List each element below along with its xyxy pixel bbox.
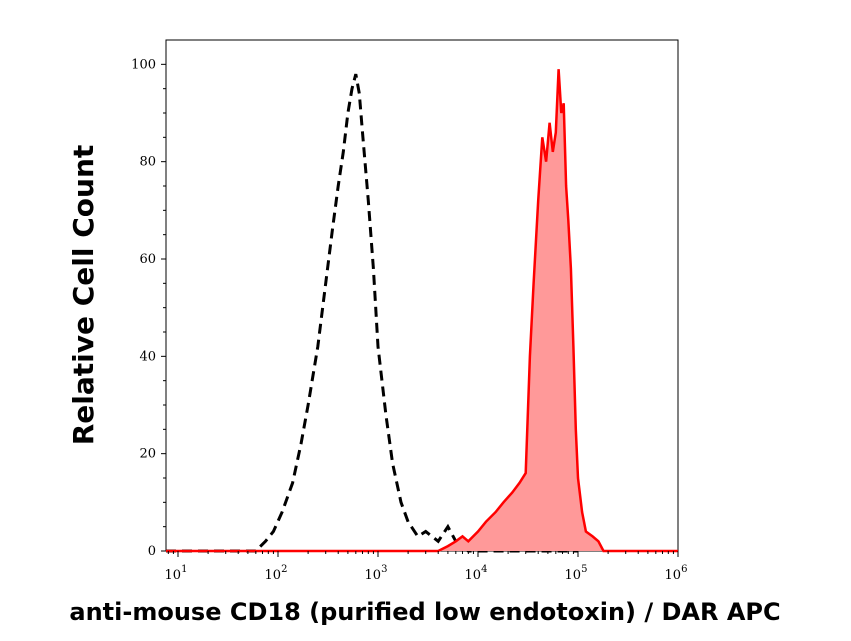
series-1-line <box>166 69 678 553</box>
x-axis: 101 102 103 104 105 106 <box>165 551 688 583</box>
y-tick-label-60: 60 <box>139 252 156 267</box>
x-tick-label-3: 103 <box>365 564 388 583</box>
y-tick-label-80: 80 <box>139 155 156 170</box>
x-tick-label-5: 105 <box>565 564 588 583</box>
x-tick-label-2: 102 <box>265 564 288 583</box>
series-layer <box>166 69 678 553</box>
y-axis-title: Relative Cell Count <box>67 145 100 446</box>
y-tick-label-40: 40 <box>139 349 156 364</box>
series-1-fill <box>166 69 678 551</box>
series-0-line <box>166 73 578 553</box>
x-axis-title: anti-mouse CD18 (purified low endotoxin)… <box>69 598 780 626</box>
x-tick-label-4: 104 <box>465 564 488 583</box>
y-tick-label-0: 0 <box>148 544 156 559</box>
plot-frame <box>165 39 679 552</box>
y-tick-label-20: 20 <box>139 447 156 462</box>
x-tick-label-1: 101 <box>165 564 188 583</box>
x-tick-label-6: 106 <box>665 564 688 583</box>
y-tick-label-100: 100 <box>131 57 156 72</box>
y-axis: 0 20 40 60 80 100 <box>131 57 166 559</box>
